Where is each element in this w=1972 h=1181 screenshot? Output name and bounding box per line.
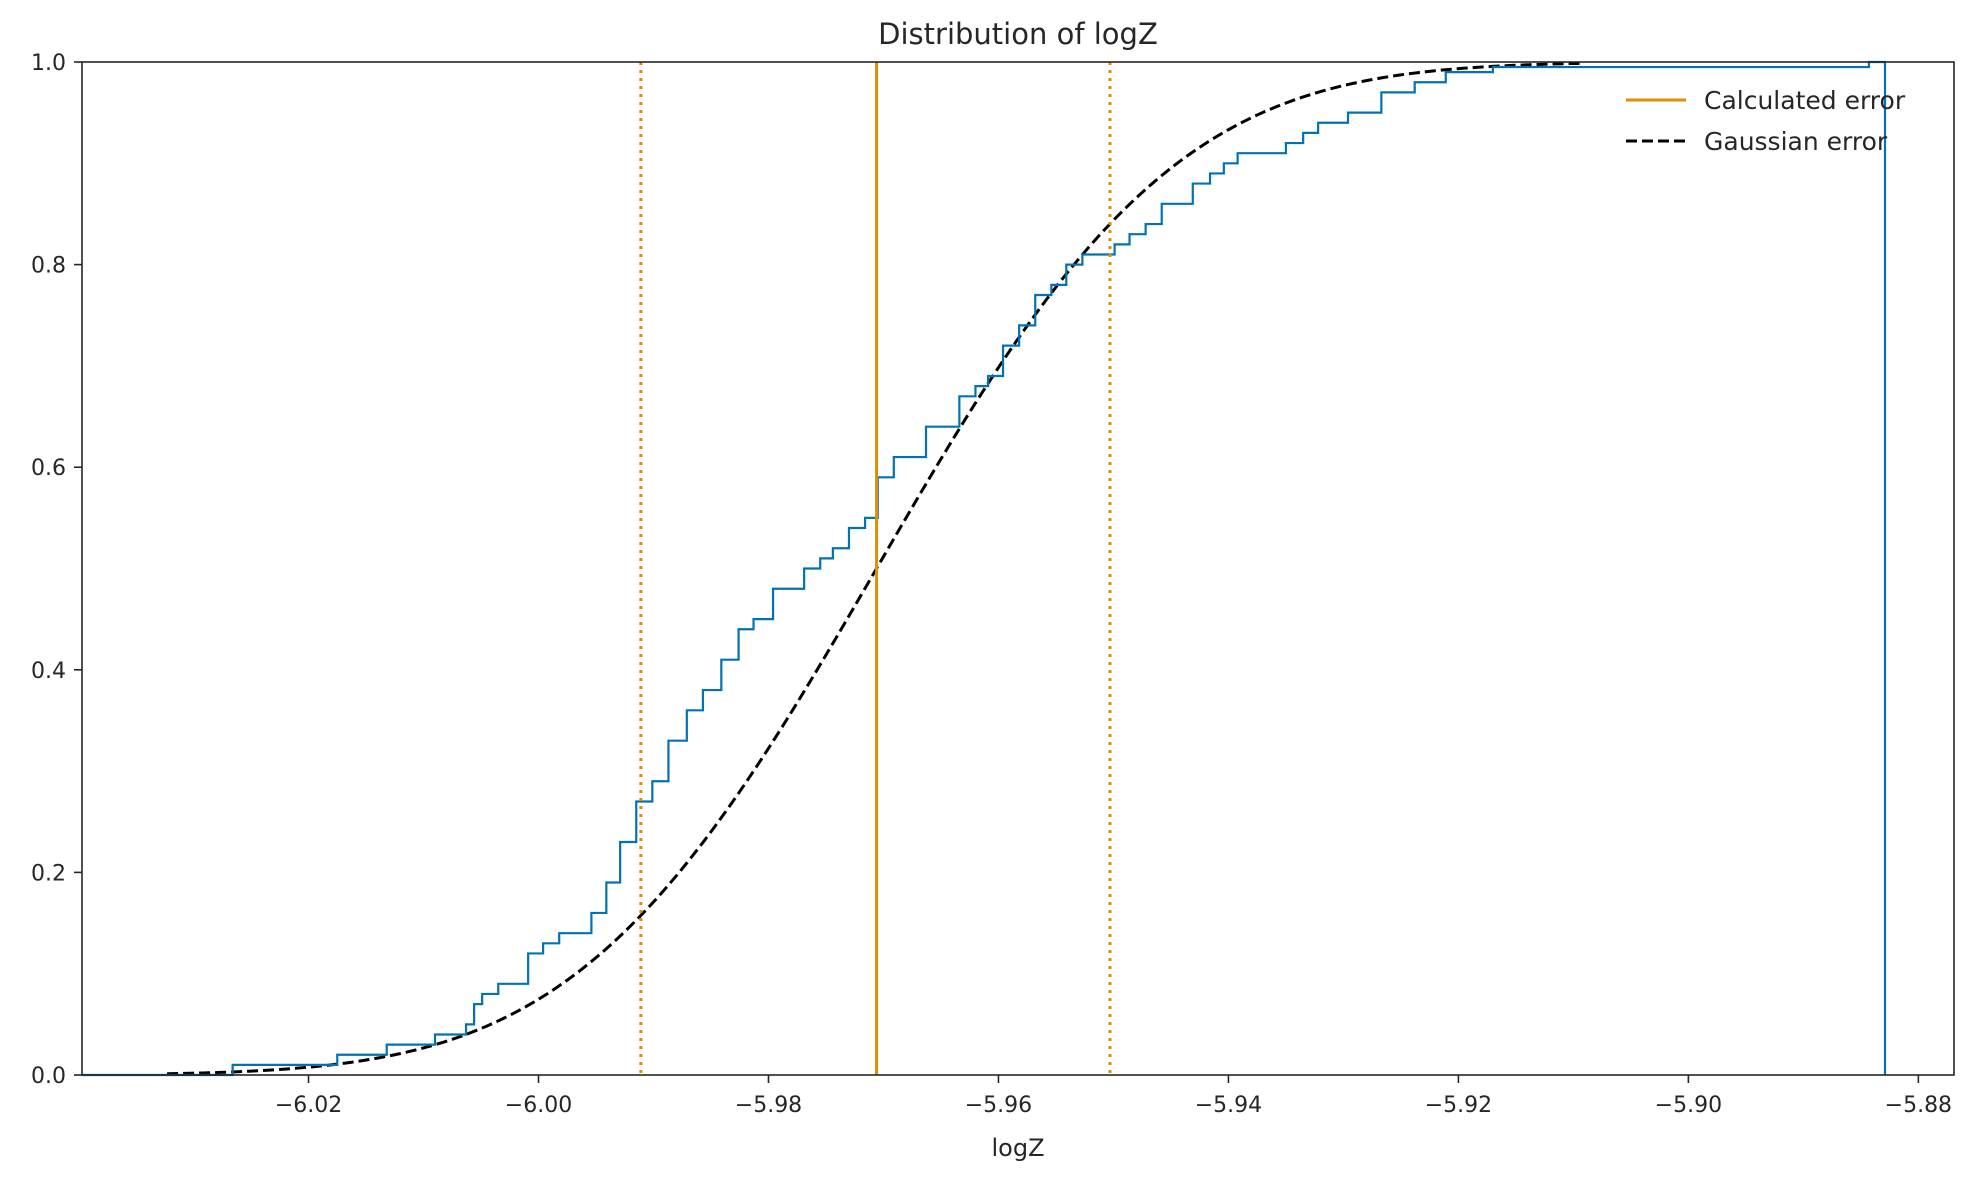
chart-title: Distribution of logZ	[878, 17, 1158, 51]
gaussian-error-line	[167, 61, 1583, 1076]
y-tick-label: 0.0	[31, 1064, 66, 1089]
legend-calculated-error-label: Calculated error	[1704, 86, 1906, 115]
legend: Calculated error Gaussian error	[1626, 86, 1906, 156]
x-tick-label: −5.96	[965, 1093, 1032, 1118]
x-tick-label: −5.90	[1655, 1093, 1722, 1118]
x-axis: −6.02 −6.00 −5.98 −5.96 −5.94 −5.92 −5.90 −5.88	[275, 1075, 1952, 1118]
x-tick-label: −5.88	[1885, 1093, 1952, 1118]
x-tick-label: −5.94	[1195, 1093, 1262, 1118]
y-tick-label: 0.8	[31, 254, 66, 279]
legend-gaussian-error-label: Gaussian error	[1704, 127, 1888, 156]
y-tick-label: 0.6	[31, 456, 66, 481]
y-tick-label: 1.0	[31, 51, 66, 76]
plot-frame	[81, 61, 1955, 1076]
plot-area	[82, 60, 1887, 1077]
x-tick-label: −6.00	[505, 1093, 572, 1118]
x-tick-label: −5.92	[1425, 1093, 1492, 1118]
x-tick-label: −6.02	[275, 1093, 342, 1118]
y-tick-label: 0.2	[31, 861, 66, 886]
y-axis: 0.0 0.2 0.4 0.6 0.8 1.0	[31, 51, 82, 1089]
x-tick-label: −5.98	[735, 1093, 802, 1118]
x-axis-label: logZ	[991, 1134, 1044, 1162]
y-tick-label: 0.4	[31, 659, 66, 684]
